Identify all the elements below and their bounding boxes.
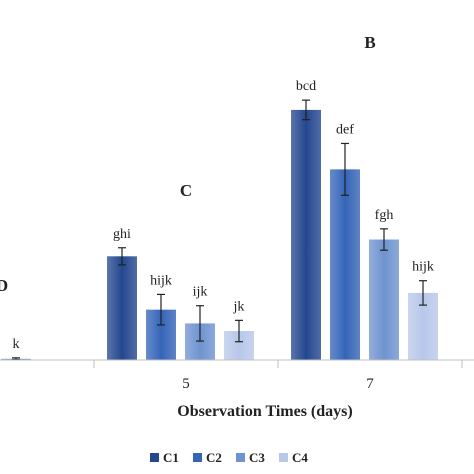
x-axis-ticks (93, 360, 463, 368)
significance-letter: hijk (150, 273, 172, 288)
significance-letter: ghi (113, 227, 131, 242)
legend-swatch-c1 (150, 453, 159, 462)
group-significance-label: D (0, 276, 8, 295)
bar-c3-group-2 (369, 239, 399, 360)
significance-letter: def (336, 122, 354, 137)
bar-c1-group-2 (291, 109, 321, 361)
legend: C1 C2 C3 C4 (150, 450, 308, 465)
legend-swatch-c4 (279, 453, 288, 462)
legend-label-c3: C3 (249, 450, 265, 465)
significance-letter: ijk (193, 285, 208, 300)
legend-label-c1: C1 (163, 450, 179, 465)
x-tick-label: 5 (182, 376, 190, 392)
significance-letter: fgh (375, 208, 394, 223)
significance-letter: jk (233, 299, 245, 314)
x-axis-title: Observation Times (days) (177, 403, 352, 420)
legend-label-c4: C4 (292, 450, 308, 465)
legend-swatch-c3 (236, 453, 245, 462)
group-labels: D C B (0, 33, 376, 295)
bar-c2-group-2 (330, 169, 360, 360)
legend-swatch-c2 (193, 453, 202, 462)
significance-letters-layer: kkghihijkijkjkbcddeffghhijka (13, 79, 434, 352)
error-bars-layer (12, 99, 427, 361)
legend-label-c2: C2 (206, 450, 222, 465)
x-tick-label: 7 (366, 376, 374, 392)
significance-letter: bcd (296, 79, 316, 94)
significance-letter: k (13, 337, 20, 352)
group-significance-label: C (180, 181, 192, 200)
bar-c1-group-1 (107, 256, 137, 360)
group-significance-label: B (364, 33, 375, 52)
bars-layer (1, 109, 438, 361)
significance-letter: hijk (412, 260, 434, 275)
